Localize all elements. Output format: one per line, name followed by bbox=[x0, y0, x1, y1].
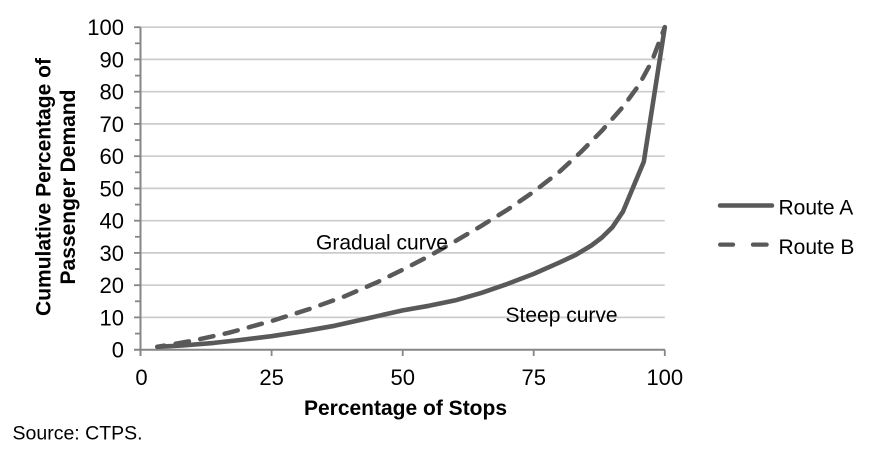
svg-text:25: 25 bbox=[259, 365, 283, 390]
svg-text:Gradual curve: Gradual curve bbox=[316, 231, 448, 254]
svg-text:80: 80 bbox=[100, 80, 124, 105]
svg-text:Percentage of Stops: Percentage of Stops bbox=[304, 397, 507, 420]
svg-text:Route B: Route B bbox=[779, 236, 855, 259]
svg-text:60: 60 bbox=[100, 144, 124, 169]
svg-text:75: 75 bbox=[521, 365, 545, 390]
svg-text:Steep curve: Steep curve bbox=[506, 304, 618, 327]
svg-text:100: 100 bbox=[646, 365, 683, 390]
svg-text:50: 50 bbox=[390, 365, 414, 390]
svg-text:Source: CTPS.: Source: CTPS. bbox=[13, 423, 143, 445]
svg-text:Passenger Demand: Passenger Demand bbox=[57, 90, 80, 285]
svg-text:100: 100 bbox=[87, 15, 124, 40]
svg-text:0: 0 bbox=[135, 365, 147, 390]
svg-text:Cumulative Percentage of: Cumulative Percentage of bbox=[33, 57, 56, 316]
svg-text:50: 50 bbox=[100, 176, 124, 201]
svg-text:Route A: Route A bbox=[779, 197, 854, 220]
svg-text:30: 30 bbox=[100, 241, 124, 266]
svg-text:20: 20 bbox=[100, 273, 124, 298]
svg-text:40: 40 bbox=[100, 209, 124, 234]
svg-text:90: 90 bbox=[100, 47, 124, 72]
svg-text:70: 70 bbox=[100, 112, 124, 137]
svg-text:10: 10 bbox=[100, 305, 124, 330]
svg-text:0: 0 bbox=[112, 338, 124, 363]
